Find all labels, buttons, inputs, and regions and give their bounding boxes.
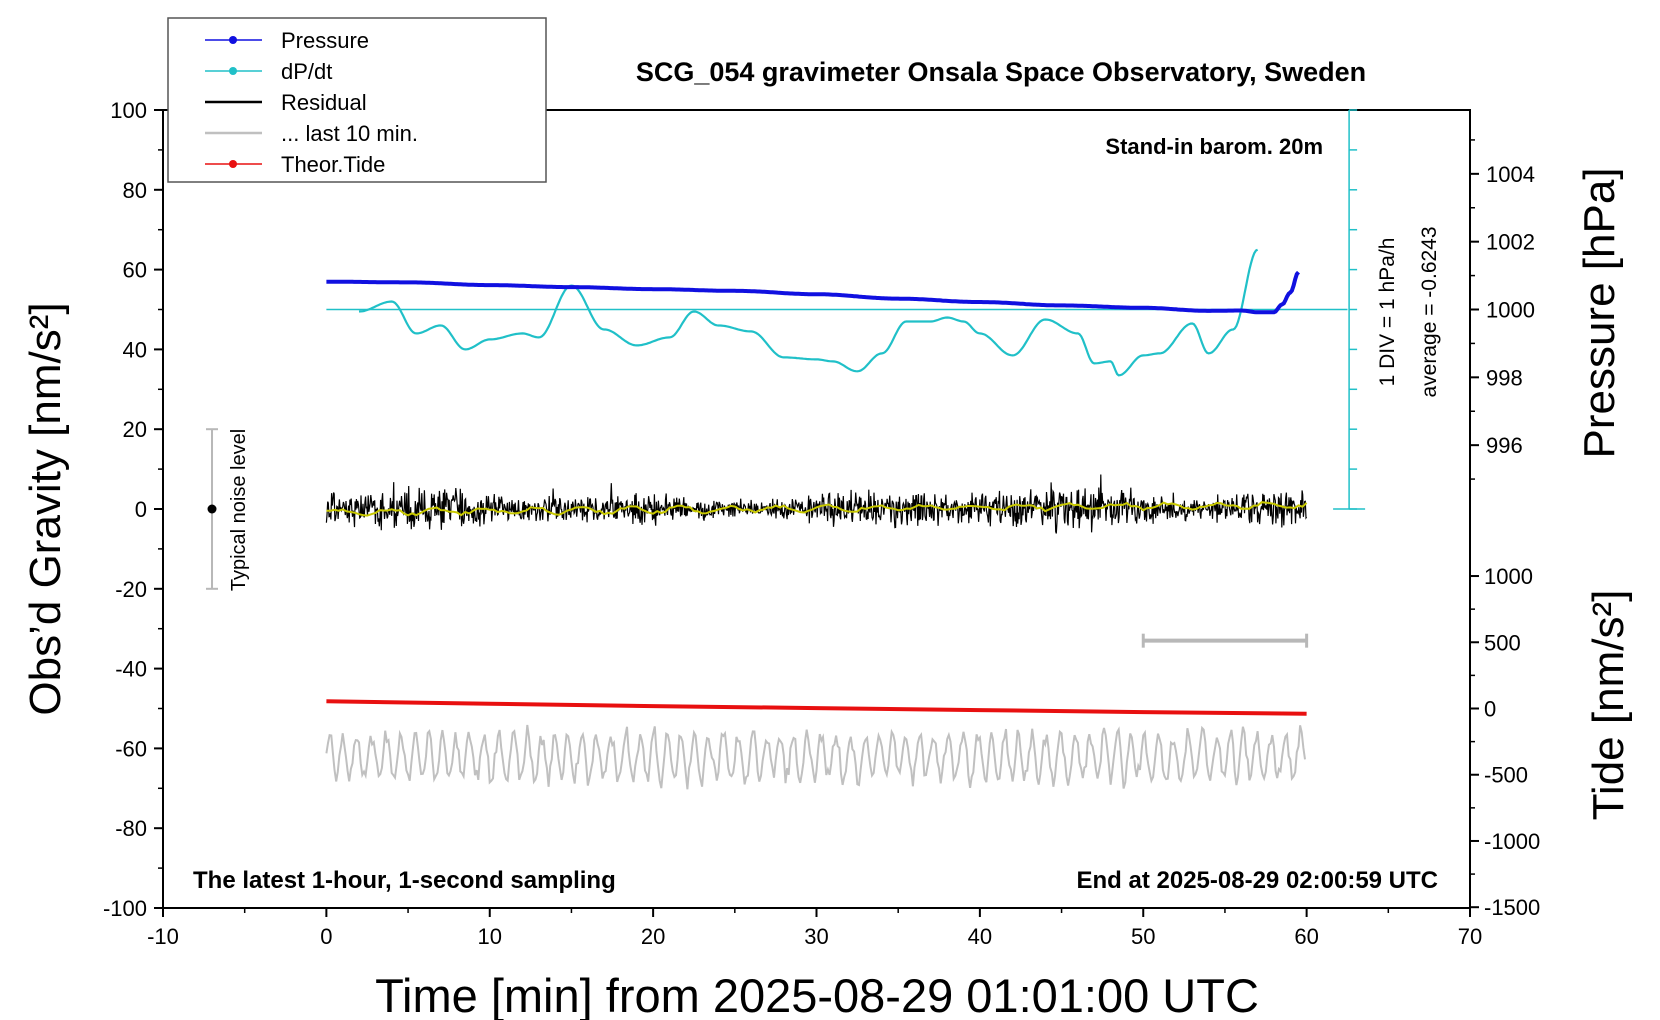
x-tick-label: -10 (147, 924, 179, 949)
x-tick-label: 70 (1458, 924, 1482, 949)
tide-tick-label: 500 (1484, 630, 1521, 655)
pressure-axis-ticks: 996 998 1000 1002 1004 (1470, 139, 1535, 480)
y-axis-ticks: -100 -80 -60 -40 -20 0 20 40 60 80 100 (103, 98, 163, 921)
tide-axis-label: Tide [nm/s²] (1584, 590, 1633, 821)
x-tick-label: 50 (1131, 924, 1155, 949)
series-theor-tide (326, 699, 1307, 716)
tide-tick-label: -1500 (1484, 895, 1540, 920)
dpdt-div-scale (1333, 109, 1366, 510)
last-10-min-line (325, 724, 1306, 790)
legend-label: Pressure (281, 28, 369, 53)
x-tick-label: 20 (641, 924, 665, 949)
y-tick-label: 20 (123, 417, 147, 442)
series-pressure (326, 270, 1300, 315)
legend-label: Theor.Tide (281, 152, 385, 177)
y-tick-label: -100 (103, 896, 147, 921)
noise-level-label: Typical noise level (228, 429, 250, 591)
legend-label: dP/dt (281, 59, 332, 84)
residual-smooth-line (326, 501, 1308, 517)
end-time-note: End at 2025-08-29 02:00:59 UTC (1077, 867, 1439, 894)
pressure-tick-label: 998 (1486, 365, 1523, 390)
pressure-axis-label: Pressure [hPa] (1575, 167, 1624, 458)
tide-tick-label: -1000 (1484, 829, 1540, 854)
legend-label: ... last 10 min. (281, 121, 418, 146)
series-last-10-min (325, 724, 1306, 790)
noise-bar-dot (207, 504, 217, 514)
sampling-note: The latest 1-hour, 1-second sampling (193, 867, 616, 894)
average-label: average = -0.6243 (1418, 226, 1441, 397)
y-tick-label: 100 (110, 98, 147, 123)
legend-marker (229, 160, 237, 168)
pressure-tick-label: 1004 (1486, 162, 1535, 187)
pressure-tick-label: 1002 (1486, 230, 1535, 255)
y-tick-label: 0 (135, 497, 147, 522)
noise-level-bar (206, 428, 219, 590)
stand-in-barometer-note: Stand-in barom. 20m (1105, 134, 1323, 159)
x-axis-ticks: -10 0 10 20 30 40 50 60 70 (147, 908, 1482, 949)
y-tick-label: 40 (123, 337, 147, 362)
legend-marker (229, 36, 237, 44)
y-tick-label: 60 (123, 258, 147, 283)
legend: Pressure dP/dt Residual ... last 10 min. The… (167, 17, 547, 183)
tide-tick-label: 1000 (1484, 564, 1533, 589)
series-residual (325, 474, 1308, 534)
div-label: 1 DIV = 1 hPa/h (1376, 238, 1399, 387)
pressure-tick-label: 1000 (1486, 298, 1535, 323)
x-tick-label: 40 (968, 924, 992, 949)
tide-tick-label: -500 (1484, 763, 1528, 788)
legend-marker (229, 67, 237, 75)
legend-box (167, 17, 547, 183)
dpdt-line (358, 248, 1259, 377)
last-10-min-bracket (1141, 633, 1309, 648)
y-tick-label: -40 (115, 657, 147, 682)
x-tick-label: 0 (320, 924, 332, 949)
chart-title: SCG_054 gravimeter Onsala Space Observat… (636, 57, 1366, 87)
y-axis-label: Obs’d Gravity [nm/s²] (21, 302, 70, 715)
tide-tick-label: 0 (1484, 697, 1496, 722)
x-tick-label: 30 (804, 924, 828, 949)
pressure-tick-label: 996 (1486, 433, 1523, 458)
pressure-line (326, 270, 1300, 315)
x-tick-label: 10 (478, 924, 502, 949)
x-axis-label: Time [min] from 2025-08-29 01:01:00 UTC (375, 969, 1259, 1020)
y-tick-label: -80 (115, 816, 147, 841)
y-tick-label: -60 (115, 736, 147, 761)
y-tick-label: 80 (123, 178, 147, 203)
tide-line (326, 699, 1307, 716)
x-tick-label: 60 (1294, 924, 1318, 949)
y-tick-label: -20 (115, 577, 147, 602)
legend-label: Residual (281, 90, 367, 115)
tide-axis-ticks: -1500 -1000 -500 0 500 1000 (1470, 564, 1540, 920)
